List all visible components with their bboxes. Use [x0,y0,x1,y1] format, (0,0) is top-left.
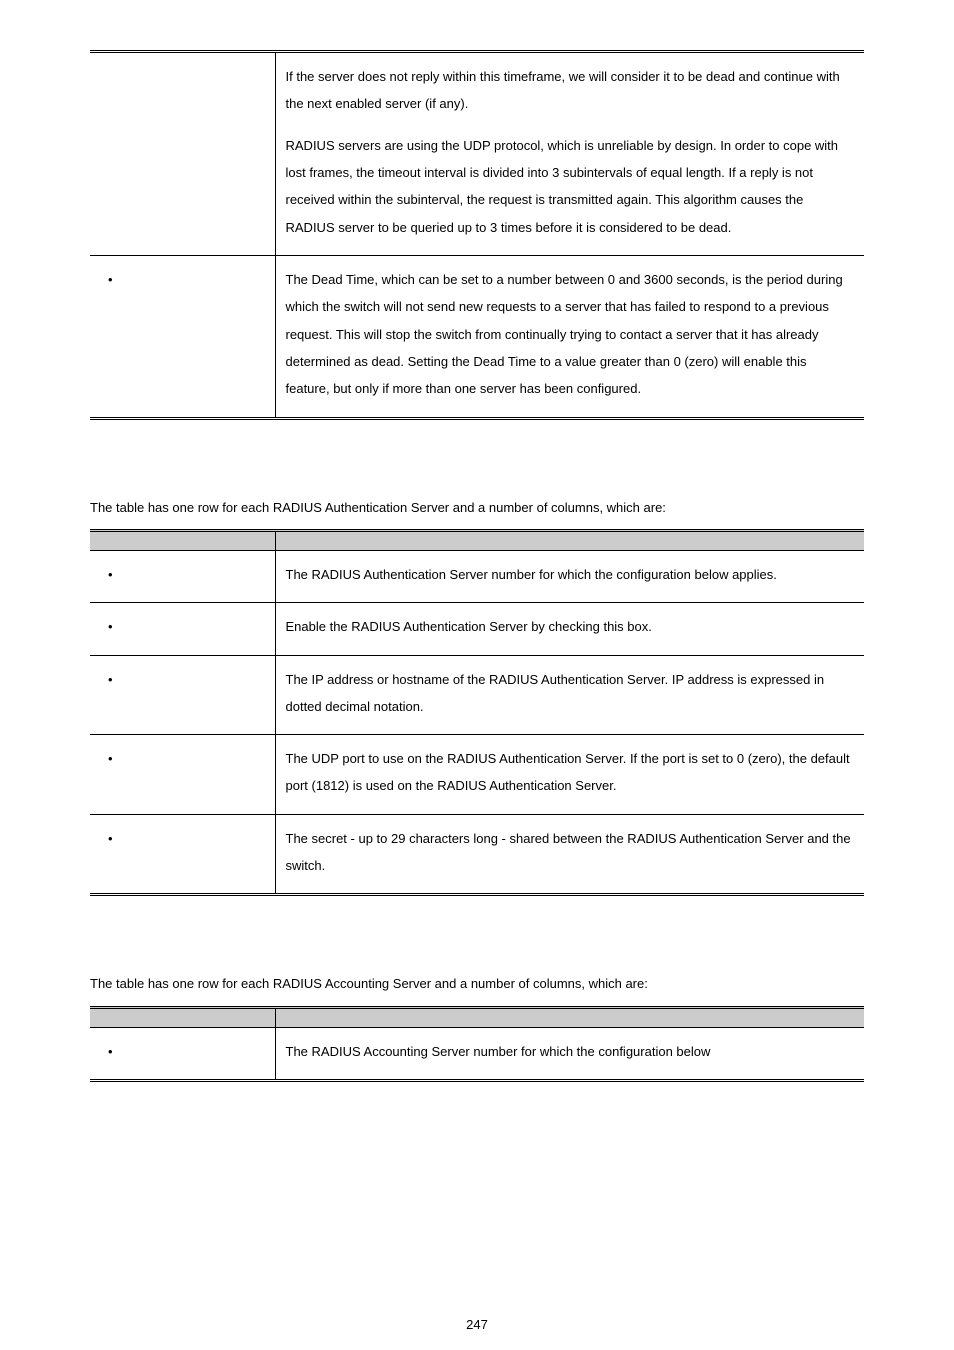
timeout-desc-cell: If the server does not reply within this… [275,52,864,256]
auth-header-right [275,530,864,550]
auth-header-left [90,530,275,550]
auth-secret-label [90,814,275,895]
auth-enable-label [90,603,275,655]
auth-port-label [90,735,275,815]
page-number: 247 [0,1317,954,1332]
spacer [90,420,864,482]
acct-server-table: The RADIUS Accounting Server number for … [90,1006,864,1082]
auth-enable-desc: Enable the RADIUS Authentication Server … [275,603,864,655]
acct-header-right [275,1007,864,1027]
acct-number-label [90,1027,275,1080]
deadtime-label-cell [90,256,275,418]
common-settings-table: If the server does not reply within this… [90,50,864,420]
timeout-desc-p2: RADIUS servers are using the UDP protoco… [286,138,839,235]
auth-server-table: The RADIUS Authentication Server number … [90,529,864,896]
auth-port-desc: The UDP port to use on the RADIUS Authen… [275,735,864,815]
timeout-label-cell [90,52,275,256]
paragraph-gap [286,118,855,132]
acct-table-intro: The table has one row for each RADIUS Ac… [90,972,864,995]
acct-header-left [90,1007,275,1027]
acct-number-desc: The RADIUS Accounting Server number for … [275,1027,864,1080]
timeout-desc-p1: If the server does not reply within this… [286,69,840,111]
auth-table-intro: The table has one row for each RADIUS Au… [90,496,864,519]
auth-secret-desc: The secret - up to 29 characters long - … [275,814,864,895]
spacer [90,896,864,958]
page-container: If the server does not reply within this… [0,0,954,1350]
auth-ip-desc: The IP address or hostname of the RADIUS… [275,655,864,735]
deadtime-desc-cell: The Dead Time, which can be set to a num… [275,256,864,418]
auth-number-label [90,550,275,602]
auth-ip-label [90,655,275,735]
auth-number-desc: The RADIUS Authentication Server number … [275,550,864,602]
